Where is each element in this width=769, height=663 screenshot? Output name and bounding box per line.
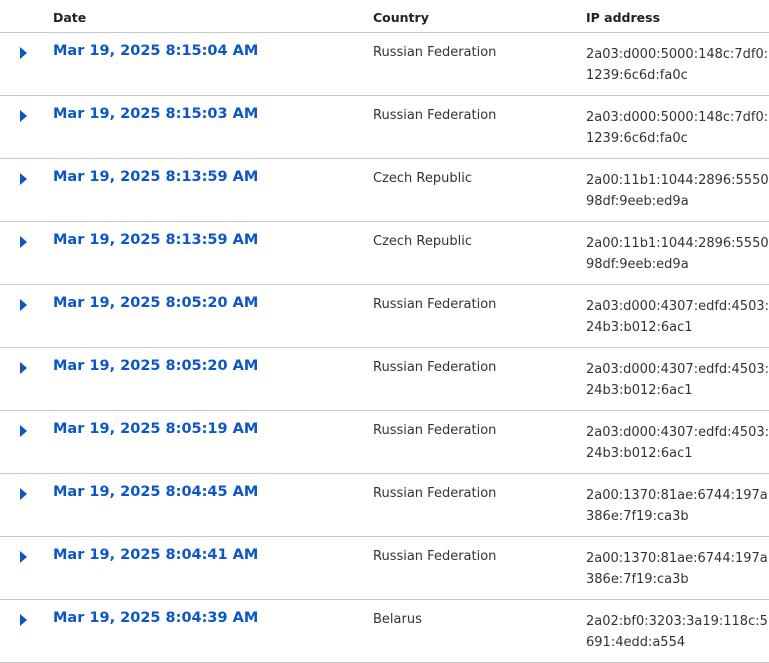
ip-address-cell: 2a03:d000:4307:edfd:4503:24b3:b012:6ac1 bbox=[586, 299, 769, 335]
expand-caret-right-icon[interactable] bbox=[20, 614, 27, 626]
expand-caret-right-icon[interactable] bbox=[20, 236, 27, 248]
column-header-country[interactable]: Country bbox=[373, 10, 429, 25]
expand-caret-right-icon[interactable] bbox=[20, 173, 27, 185]
country-cell: Russian Federation bbox=[373, 423, 497, 438]
country-cell: Russian Federation bbox=[373, 297, 497, 312]
table-row: Mar 19, 2025 8:04:45 AM Russian Federatio… bbox=[0, 474, 769, 537]
country-cell: Russian Federation bbox=[373, 486, 497, 501]
ip-address-cell: 2a03:d000:5000:148c:7df0:1239:6c6d:fa0c bbox=[586, 47, 769, 83]
ip-address-cell: 2a02:bf0:3203:3a19:118c:5691:4edd:a554 bbox=[586, 614, 768, 650]
country-cell: Russian Federation bbox=[373, 45, 497, 60]
date-link[interactable]: Mar 19, 2025 8:05:20 AM bbox=[53, 358, 259, 374]
table-row: Mar 19, 2025 8:05:20 AM Russian Federatio… bbox=[0, 348, 769, 411]
date-link[interactable]: Mar 19, 2025 8:04:45 AM bbox=[53, 484, 259, 500]
table-row: Mar 19, 2025 8:15:04 AM Russian Federatio… bbox=[0, 33, 769, 96]
table-row: Mar 19, 2025 8:05:19 AM Russian Federatio… bbox=[0, 411, 769, 474]
date-link[interactable]: Mar 19, 2025 8:13:59 AM bbox=[53, 232, 259, 248]
date-link[interactable]: Mar 19, 2025 8:05:19 AM bbox=[53, 421, 259, 437]
table-row: Mar 19, 2025 8:05:20 AM Russian Federatio… bbox=[0, 285, 769, 348]
column-header-ip[interactable]: IP address bbox=[586, 10, 661, 25]
ip-address-cell: 2a00:11b1:1044:2896:5550:98df:9eeb:ed9a bbox=[586, 173, 769, 209]
table-row: Mar 19, 2025 8:13:59 AM Czech Republic 2a0… bbox=[0, 222, 769, 285]
ip-address-cell: 2a00:1370:81ae:6744:197a:386e:7f19:ca3b bbox=[586, 488, 769, 524]
date-link[interactable]: Mar 19, 2025 8:13:59 AM bbox=[53, 169, 259, 185]
ip-address-cell: 2a00:1370:81ae:6744:197a:386e:7f19:ca3b bbox=[586, 551, 769, 587]
expand-caret-right-icon[interactable] bbox=[20, 551, 27, 563]
date-link[interactable]: Mar 19, 2025 8:04:39 AM bbox=[53, 610, 259, 626]
ip-address-cell: 2a03:d000:5000:148c:7df0:1239:6c6d:fa0c bbox=[586, 110, 769, 146]
ip-address-cell: 2a03:d000:4307:edfd:4503:24b3:b012:6ac1 bbox=[586, 425, 769, 461]
country-cell: Russian Federation bbox=[373, 108, 497, 123]
date-link[interactable]: Mar 19, 2025 8:05:20 AM bbox=[53, 295, 259, 311]
table-row: Mar 19, 2025 8:04:41 AM Russian Federatio… bbox=[0, 537, 769, 600]
date-link[interactable]: Mar 19, 2025 8:15:03 AM bbox=[53, 106, 259, 122]
expand-caret-right-icon[interactable] bbox=[20, 47, 27, 59]
table-row: Mar 19, 2025 8:04:39 AM Belarus 2a02:bf0:3… bbox=[0, 600, 769, 663]
date-link[interactable]: Mar 19, 2025 8:04:41 AM bbox=[53, 547, 259, 563]
country-cell: Belarus bbox=[373, 612, 422, 627]
date-link[interactable]: Mar 19, 2025 8:15:04 AM bbox=[53, 43, 259, 59]
table-header: Date Country IP address bbox=[0, 0, 769, 33]
table-row: Mar 19, 2025 8:13:59 AM Czech Republic 2a0… bbox=[0, 159, 769, 222]
table-row: Mar 19, 2025 8:15:03 AM Russian Federatio… bbox=[0, 96, 769, 159]
column-header-date[interactable]: Date bbox=[53, 10, 87, 25]
expand-caret-right-icon[interactable] bbox=[20, 488, 27, 500]
expand-caret-right-icon[interactable] bbox=[20, 110, 27, 122]
country-cell: Czech Republic bbox=[373, 234, 472, 249]
ip-address-cell: 2a00:11b1:1044:2896:5550:98df:9eeb:ed9a bbox=[586, 236, 769, 272]
country-cell: Russian Federation bbox=[373, 549, 497, 564]
country-cell: Russian Federation bbox=[373, 360, 497, 375]
country-cell: Czech Republic bbox=[373, 171, 472, 186]
expand-caret-right-icon[interactable] bbox=[20, 362, 27, 374]
table-body: Mar 19, 2025 8:15:04 AM Russian Federatio… bbox=[0, 33, 769, 663]
expand-caret-right-icon[interactable] bbox=[20, 299, 27, 311]
ip-address-cell: 2a03:d000:4307:edfd:4503:24b3:b012:6ac1 bbox=[586, 362, 769, 398]
expand-caret-right-icon[interactable] bbox=[20, 425, 27, 437]
